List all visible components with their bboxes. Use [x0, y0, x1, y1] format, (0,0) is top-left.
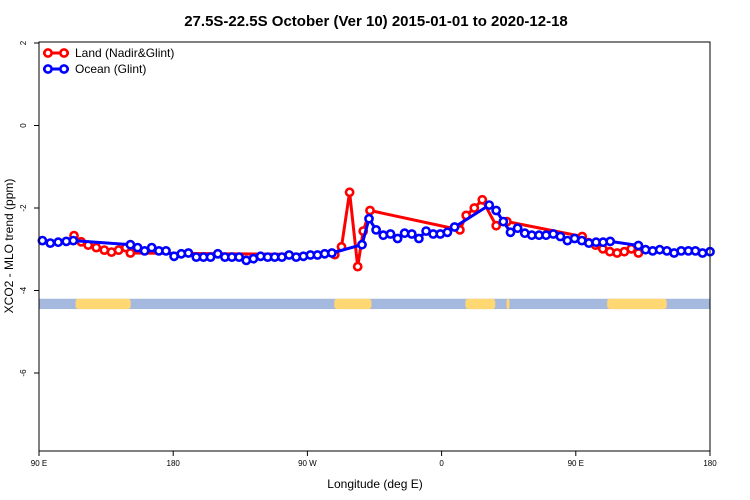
legend-label: Ocean (Glint): [75, 62, 146, 76]
data-point: [161, 245, 171, 256]
x-tick-label: 180: [167, 459, 181, 468]
data-point: [365, 205, 375, 216]
land-band-segment: [506, 298, 510, 310]
data-point: [413, 233, 424, 244]
data-point: [53, 237, 64, 248]
y-axis-label: XCO2 - MLO trend (ppm): [2, 179, 16, 314]
y-axis: 2 0 -2 -4 -6: [19, 40, 39, 377]
data-point: [352, 261, 363, 272]
legend-item-ocean: Ocean (Glint): [43, 62, 146, 76]
series-layer: [37, 187, 715, 272]
x-tick-label: 0: [439, 459, 444, 468]
data-point: [498, 216, 509, 227]
data-point: [512, 223, 523, 234]
data-point: [469, 203, 480, 213]
legend-marker: [59, 48, 69, 58]
data-point: [484, 200, 495, 210]
y-tick-label: -6: [19, 369, 28, 377]
legend-marker: [43, 64, 53, 74]
legend: Land (Nadir&Glint) Ocean (Glint): [43, 46, 174, 76]
series-ocean: [37, 200, 715, 266]
data-point: [697, 248, 708, 258]
data-point: [364, 213, 374, 224]
y-tick-label: -2: [19, 204, 28, 212]
ocean-band: [39, 298, 710, 310]
y-tick-label: 0: [19, 123, 28, 128]
series-land: [69, 187, 644, 272]
chart-title: 27.5S-22.5S October (Ver 10) 2015-01-01 …: [184, 13, 568, 30]
y-tick-label: -4: [19, 286, 28, 294]
land-band-segment: [75, 298, 131, 310]
data-point: [449, 222, 460, 232]
data-point: [406, 229, 417, 239]
data-point: [344, 187, 355, 198]
data-point: [605, 236, 616, 247]
data-point: [555, 231, 566, 242]
land-band-segment: [607, 298, 667, 310]
plot-frame: [38, 41, 711, 452]
surface-band: [39, 298, 710, 310]
data-point: [371, 224, 381, 235]
data-point: [357, 239, 367, 250]
data-point: [477, 194, 488, 205]
data-point: [491, 220, 502, 231]
data-point: [442, 227, 453, 238]
data-point: [37, 235, 48, 246]
data-point: [633, 240, 644, 251]
data-point: [68, 235, 79, 246]
land-band-segment: [465, 298, 496, 310]
x-tick-label: 90 E: [31, 459, 47, 468]
data-point: [505, 227, 516, 238]
data-point: [491, 205, 502, 216]
data-point: [125, 248, 136, 258]
data-point: [385, 229, 396, 239]
data-point: [45, 238, 56, 248]
y-tick-label: 2: [19, 40, 28, 45]
data-point: [326, 248, 337, 258]
x-axis: 90 E 180 90 W 0 90 E 180: [31, 451, 717, 468]
data-point: [183, 248, 194, 258]
x-tick-label: 90 E: [568, 459, 584, 468]
data-point: [91, 242, 102, 253]
legend-label: Land (Nadir&Glint): [75, 46, 174, 60]
x-tick-label: 90 W: [298, 459, 317, 468]
legend-marker: [43, 48, 53, 58]
x-tick-label: 180: [703, 459, 717, 468]
legend-item-land: Land (Nadir&Glint): [43, 46, 174, 60]
land-band-segment: [334, 298, 372, 310]
legend-marker: [59, 64, 69, 74]
data-point: [392, 233, 403, 244]
x-axis-label: Longitude (deg E): [327, 477, 422, 491]
